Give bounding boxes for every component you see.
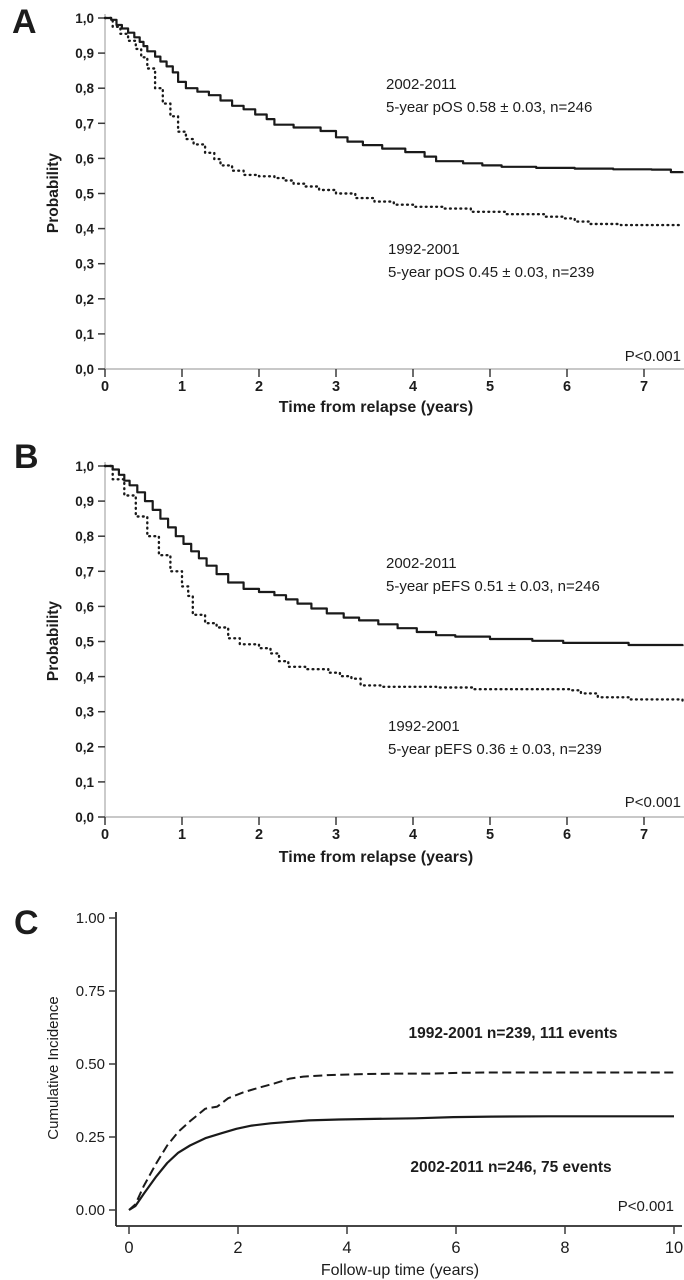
x-tick-label: 2 bbox=[233, 1239, 242, 1257]
curve-1992-2001-dotted bbox=[103, 16, 684, 227]
y-tick-label: 0,8 bbox=[75, 529, 94, 544]
x-tick-label: 4 bbox=[409, 379, 417, 395]
panel-C: C 0 2 4 6 8 10 0.00 0.25 0.50 0.75 1.00 Follow-up ti… bbox=[14, 904, 683, 1279]
y-tick-label: 1,0 bbox=[75, 11, 94, 26]
x-tick-label: 0 bbox=[101, 827, 109, 843]
x-tick-label: 3 bbox=[332, 827, 340, 843]
x-tick-label: 7 bbox=[640, 827, 648, 843]
panel-letter-B: B bbox=[14, 438, 39, 476]
x-tick-label: 6 bbox=[451, 1239, 460, 1257]
curve-1992-2001-dashed bbox=[128, 1071, 674, 1211]
p-value: P<0.001 bbox=[625, 348, 681, 365]
y-tick-label: 0,1 bbox=[75, 775, 94, 790]
y-tick-label: 1,0 bbox=[75, 459, 94, 474]
x-tick-label: 0 bbox=[101, 379, 109, 395]
x-tick-label: 10 bbox=[665, 1239, 683, 1257]
y-tick-label: 0,7 bbox=[75, 564, 94, 579]
y-tick-label: 0,2 bbox=[75, 292, 94, 307]
x-tick-label: 5 bbox=[486, 827, 494, 843]
x-axis-title: Time from relapse (years) bbox=[279, 399, 473, 416]
y-tick-label: 0,2 bbox=[75, 740, 94, 755]
y-tick-label: 0,6 bbox=[75, 599, 94, 614]
x-tick-label: 1 bbox=[178, 379, 186, 395]
annotation-2002-2011: 2002-2011 n=246, 75 events bbox=[410, 1159, 611, 1176]
panel-B: B 0 1 2 3 4 5 6 7 0,0 0,1 0,2 0,3 0,4 0,5 0,6 0,7 0,8 0,9 1… bbox=[14, 438, 684, 866]
x-axis-title: Follow-up time (years) bbox=[321, 1262, 479, 1279]
y-axis-title: Probability bbox=[45, 153, 62, 233]
y-tick-label: 0,9 bbox=[75, 494, 94, 509]
y-tick-label: 0,7 bbox=[75, 116, 94, 131]
x-tick-label: 8 bbox=[560, 1239, 569, 1257]
y-axis-title: Probability bbox=[45, 601, 62, 681]
annotation-1992-2001: 1992-2001 bbox=[388, 241, 460, 258]
x-tick-label: 6 bbox=[563, 379, 571, 395]
p-value: P<0.001 bbox=[625, 794, 681, 811]
annotation-1992-2001: 5-year pEFS 0.36 ± 0.03, n=239 bbox=[388, 741, 602, 758]
y-tick-label: 0,0 bbox=[75, 810, 94, 825]
y-tick-label: 0,5 bbox=[75, 635, 94, 650]
y-tick-label: 0.50 bbox=[76, 1056, 105, 1073]
x-tick-label: 4 bbox=[342, 1239, 351, 1257]
x-tick-label: 6 bbox=[563, 827, 571, 843]
annotation-1992-2001: 5-year pOS 0.45 ± 0.03, n=239 bbox=[388, 264, 594, 281]
x-axis-title: Time from relapse (years) bbox=[279, 849, 473, 866]
y-tick-label: 0,3 bbox=[75, 705, 94, 720]
y-tick-label: 0,4 bbox=[75, 222, 94, 237]
annotation-1992-2001: 1992-2001 bbox=[388, 718, 460, 735]
annotation-2002-2011: 2002-2011 bbox=[386, 555, 457, 572]
p-value: P<0.001 bbox=[618, 1198, 674, 1215]
y-tick-label: 1.00 bbox=[76, 910, 105, 927]
curve-2002-2011-solid bbox=[128, 1115, 674, 1211]
annotation-2002-2011: 2002-2011 bbox=[386, 76, 457, 93]
y-tick-label: 0.75 bbox=[76, 983, 105, 1000]
curve-1992-2001-dotted bbox=[103, 464, 684, 702]
annotation-2002-2011: 5-year pOS 0.58 ± 0.03, n=246 bbox=[386, 99, 592, 116]
annotation-2002-2011: 5-year pEFS 0.51 ± 0.03, n=246 bbox=[386, 578, 600, 595]
y-tick-label: 0.00 bbox=[76, 1202, 105, 1219]
annotation-1992-2001: 1992-2001 n=239, 111 events bbox=[409, 1025, 618, 1042]
y-tick-label: 0,6 bbox=[75, 151, 94, 166]
panel-A: A 0 1 2 3 4 5 6 7 0,0 0,1 0,2 0,3 0,4 0,5 0,6 0,7 0,8 0,9 1… bbox=[12, 3, 684, 416]
y-tick-label: 0,4 bbox=[75, 670, 94, 685]
x-tick-label: 2 bbox=[255, 827, 263, 843]
x-tick-label: 4 bbox=[409, 827, 417, 843]
y-tick-label: 0,8 bbox=[75, 81, 94, 96]
x-tick-label: 7 bbox=[640, 379, 648, 395]
y-tick-label: 0,0 bbox=[75, 362, 94, 377]
y-tick-label: 0,3 bbox=[75, 257, 94, 272]
y-axis-title: Cumulative Incidence bbox=[45, 996, 62, 1139]
x-tick-label: 1 bbox=[178, 827, 186, 843]
y-tick-label: 0,1 bbox=[75, 327, 94, 342]
curve-2002-2011-solid bbox=[105, 16, 684, 174]
curve-2002-2011-solid bbox=[105, 464, 684, 647]
y-tick-label: 0,9 bbox=[75, 46, 94, 61]
x-tick-label: 0 bbox=[124, 1239, 133, 1257]
panel-letter-A: A bbox=[12, 3, 37, 41]
x-tick-label: 3 bbox=[332, 379, 340, 395]
panel-letter-C: C bbox=[14, 904, 39, 942]
y-tick-label: 0,5 bbox=[75, 187, 94, 202]
x-tick-label: 2 bbox=[255, 379, 263, 395]
x-tick-label: 5 bbox=[486, 379, 494, 395]
y-tick-label: 0.25 bbox=[76, 1129, 105, 1146]
